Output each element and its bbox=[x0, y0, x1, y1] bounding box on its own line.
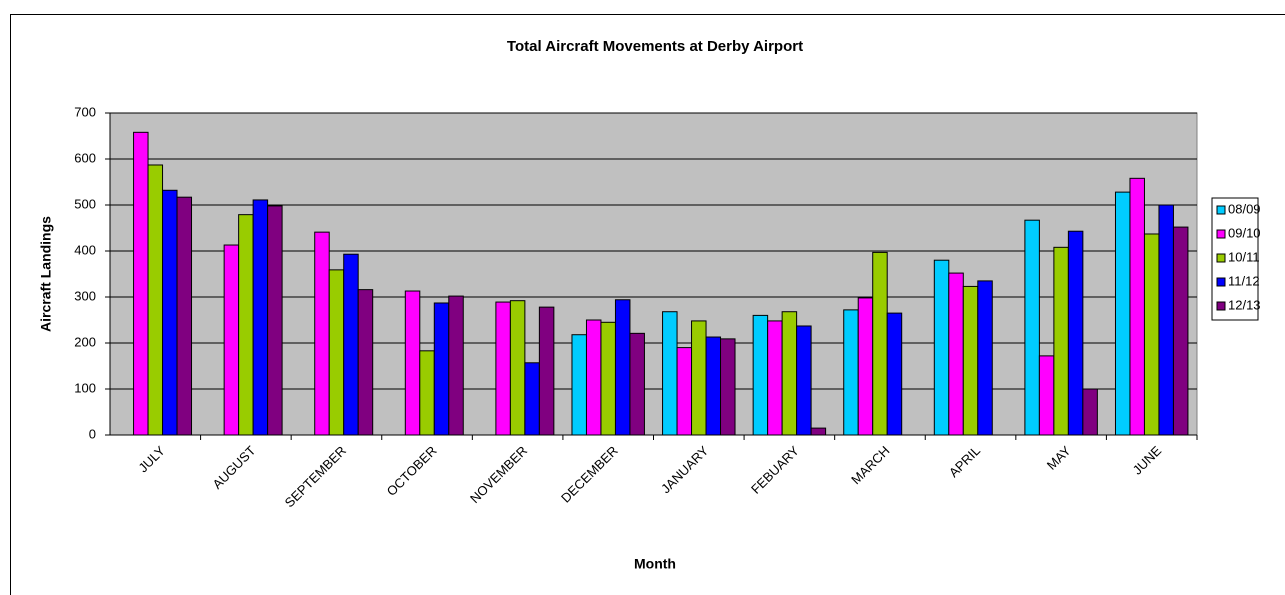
bar bbox=[328, 269, 345, 436]
bar bbox=[676, 347, 693, 436]
bar bbox=[962, 285, 979, 436]
bar bbox=[1172, 226, 1189, 436]
bar bbox=[933, 259, 950, 436]
bar bbox=[752, 314, 769, 436]
bar bbox=[781, 311, 798, 436]
bar bbox=[162, 189, 178, 436]
legend-swatch bbox=[1216, 277, 1226, 287]
bar bbox=[1053, 246, 1069, 436]
bar bbox=[1082, 388, 1098, 436]
bar bbox=[705, 336, 722, 436]
bar bbox=[509, 300, 526, 436]
bar bbox=[223, 244, 240, 436]
legend-label: 10/11 bbox=[1228, 249, 1260, 264]
legend-label: 08/09 bbox=[1228, 201, 1261, 216]
bar bbox=[810, 427, 827, 436]
bar bbox=[1038, 355, 1055, 436]
bar bbox=[524, 362, 540, 436]
bar bbox=[1129, 177, 1145, 436]
bar bbox=[1024, 219, 1040, 436]
bar bbox=[357, 289, 374, 436]
bar bbox=[147, 164, 164, 436]
bar bbox=[796, 325, 812, 436]
bar bbox=[857, 297, 874, 436]
y-tick-label: 0 bbox=[89, 426, 96, 441]
legend-label: 11/12 bbox=[1228, 273, 1260, 288]
y-tick-label: 200 bbox=[74, 334, 96, 349]
bar bbox=[238, 214, 254, 436]
legend-swatch bbox=[1216, 205, 1226, 215]
legend-label: 12/13 bbox=[1228, 297, 1261, 312]
x-axis-title: Month bbox=[634, 556, 676, 572]
bar bbox=[1114, 191, 1131, 436]
y-tick-label: 500 bbox=[74, 196, 96, 211]
bar bbox=[252, 199, 269, 436]
y-tick-label: 300 bbox=[74, 288, 96, 303]
bar bbox=[538, 306, 555, 436]
legend-swatch bbox=[1216, 301, 1226, 311]
bar bbox=[767, 320, 783, 436]
bar bbox=[720, 338, 736, 436]
bar bbox=[600, 321, 616, 436]
bar bbox=[886, 312, 903, 436]
bar bbox=[1143, 233, 1160, 436]
y-tick-label: 100 bbox=[74, 380, 96, 395]
bar bbox=[977, 280, 993, 436]
y-tick-label: 600 bbox=[74, 150, 96, 165]
bar bbox=[948, 272, 964, 436]
bar bbox=[585, 319, 602, 436]
bar bbox=[1158, 204, 1174, 436]
bar bbox=[433, 302, 450, 436]
legend-swatch bbox=[1216, 229, 1226, 239]
bar bbox=[571, 334, 587, 436]
legend-swatch bbox=[1216, 253, 1226, 263]
legend-label: 09/10 bbox=[1228, 225, 1261, 240]
y-axis-title: Aircraft Landings bbox=[38, 216, 54, 332]
chart-title: Total Aircraft Movements at Derby Airpor… bbox=[507, 38, 803, 55]
bar bbox=[314, 231, 330, 436]
y-tick-label: 400 bbox=[74, 242, 96, 257]
bar bbox=[872, 251, 888, 436]
bar bbox=[419, 350, 435, 436]
bar bbox=[614, 299, 631, 436]
bar bbox=[404, 290, 421, 436]
y-tick-label: 700 bbox=[74, 104, 96, 119]
bar bbox=[133, 131, 149, 436]
bar bbox=[629, 332, 645, 436]
bar bbox=[843, 309, 859, 436]
bar bbox=[691, 320, 707, 436]
plot-area bbox=[109, 112, 1198, 436]
bar bbox=[662, 311, 678, 436]
bar bbox=[448, 295, 464, 436]
bar bbox=[267, 205, 283, 436]
bar bbox=[1067, 230, 1084, 436]
bar bbox=[495, 301, 511, 436]
bar bbox=[176, 196, 193, 436]
bar bbox=[343, 253, 359, 436]
